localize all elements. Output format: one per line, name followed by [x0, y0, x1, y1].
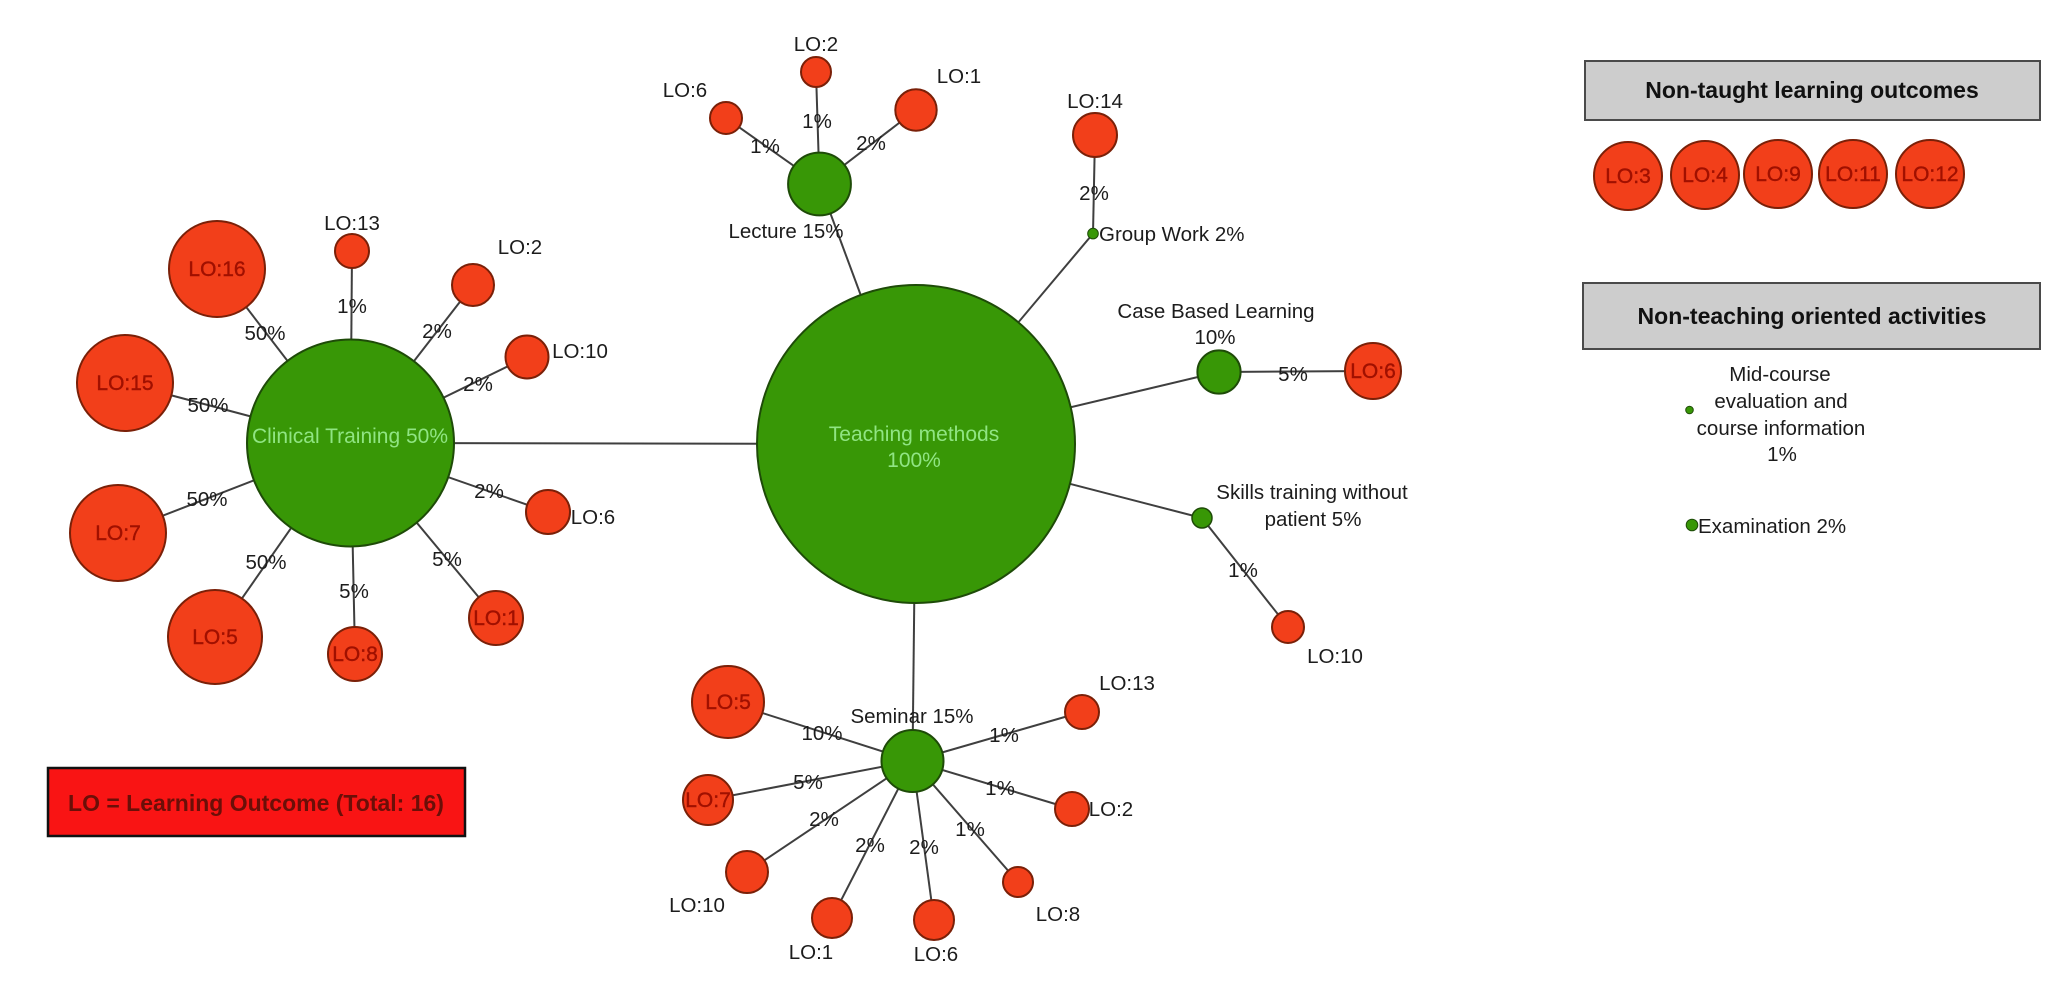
svg-text:LO:5: LO:5 — [705, 691, 751, 714]
svg-text:1%: 1% — [1228, 559, 1258, 582]
svg-text:LO:1: LO:1 — [937, 65, 981, 88]
svg-text:Examination 2%: Examination 2% — [1698, 515, 1846, 538]
svg-text:Mid-course: Mid-course — [1729, 363, 1830, 386]
svg-text:2%: 2% — [463, 373, 493, 396]
svg-text:LO:12: LO:12 — [1901, 163, 1958, 186]
svg-text:LO:1: LO:1 — [473, 607, 519, 630]
svg-text:Clinical Training 50%: Clinical Training 50% — [252, 425, 448, 448]
svg-text:course information: course information — [1697, 417, 1866, 440]
svg-text:2%: 2% — [909, 836, 939, 859]
svg-text:1%: 1% — [1767, 443, 1797, 466]
svg-text:5%: 5% — [432, 548, 462, 571]
svg-text:5%: 5% — [793, 771, 823, 794]
svg-text:LO:8: LO:8 — [1036, 903, 1080, 926]
svg-text:1%: 1% — [955, 818, 985, 841]
svg-text:1%: 1% — [989, 724, 1019, 747]
svg-text:Seminar 15%: Seminar 15% — [850, 705, 973, 728]
svg-text:LO:14: LO:14 — [1067, 90, 1123, 113]
svg-text:Non-teaching oriented activiti: Non-teaching oriented activities — [1638, 303, 1987, 329]
svg-text:LO = Learning Outcome (Total:: LO = Learning Outcome (Total: 16) — [68, 790, 444, 816]
svg-text:5%: 5% — [1278, 363, 1308, 386]
svg-text:50%: 50% — [245, 551, 286, 574]
svg-text:patient 5%: patient 5% — [1265, 508, 1362, 531]
svg-text:LO:6: LO:6 — [1350, 360, 1396, 383]
svg-text:Group Work 2%: Group Work 2% — [1099, 223, 1244, 246]
svg-text:LO:4: LO:4 — [1682, 164, 1728, 187]
svg-text:50%: 50% — [186, 488, 227, 511]
svg-text:LO:10: LO:10 — [1307, 645, 1363, 668]
svg-text:LO:10: LO:10 — [669, 894, 725, 917]
svg-text:LO:2: LO:2 — [498, 236, 542, 259]
svg-text:LO:7: LO:7 — [95, 522, 141, 545]
svg-text:Skills training without: Skills training without — [1216, 481, 1408, 504]
svg-text:LO:6: LO:6 — [571, 506, 615, 529]
svg-text:LO:11: LO:11 — [1825, 163, 1881, 186]
svg-text:LO:2: LO:2 — [794, 33, 838, 56]
svg-text:2%: 2% — [422, 320, 452, 343]
svg-text:LO:9: LO:9 — [1755, 163, 1801, 186]
svg-text:50%: 50% — [187, 394, 228, 417]
svg-text:Teaching methods: Teaching methods — [829, 423, 999, 446]
svg-text:100%: 100% — [887, 449, 941, 472]
svg-text:LO:15: LO:15 — [96, 372, 153, 395]
svg-text:2%: 2% — [809, 808, 839, 831]
svg-text:2%: 2% — [474, 480, 504, 503]
svg-text:10%: 10% — [1194, 326, 1235, 349]
svg-text:LO:3: LO:3 — [1605, 165, 1651, 188]
svg-text:LO:6: LO:6 — [914, 943, 958, 966]
svg-text:2%: 2% — [855, 834, 885, 857]
svg-text:LO:5: LO:5 — [192, 626, 238, 649]
svg-text:LO:2: LO:2 — [1089, 798, 1133, 821]
svg-text:2%: 2% — [1079, 182, 1109, 205]
svg-text:5%: 5% — [339, 580, 369, 603]
svg-text:1%: 1% — [337, 295, 367, 318]
svg-text:2%: 2% — [856, 132, 886, 155]
svg-text:LO:1: LO:1 — [789, 941, 833, 964]
svg-text:Non-taught learning outcomes: Non-taught learning outcomes — [1645, 77, 1979, 103]
svg-text:LO:10: LO:10 — [552, 340, 608, 363]
svg-text:LO:13: LO:13 — [1099, 672, 1155, 695]
svg-text:LO:16: LO:16 — [188, 258, 245, 281]
svg-text:LO:6: LO:6 — [663, 79, 707, 102]
svg-text:1%: 1% — [802, 110, 832, 133]
svg-text:50%: 50% — [244, 322, 285, 345]
svg-text:10%: 10% — [801, 722, 842, 745]
svg-text:evaluation and: evaluation and — [1714, 390, 1847, 413]
svg-text:1%: 1% — [750, 135, 780, 158]
svg-text:LO:13: LO:13 — [324, 212, 380, 235]
svg-text:Case Based Learning: Case Based Learning — [1117, 300, 1314, 323]
svg-text:Lecture 15%: Lecture 15% — [728, 220, 843, 243]
svg-text:1%: 1% — [985, 777, 1015, 800]
svg-text:LO:8: LO:8 — [332, 643, 378, 666]
svg-text:LO:7: LO:7 — [685, 789, 731, 812]
